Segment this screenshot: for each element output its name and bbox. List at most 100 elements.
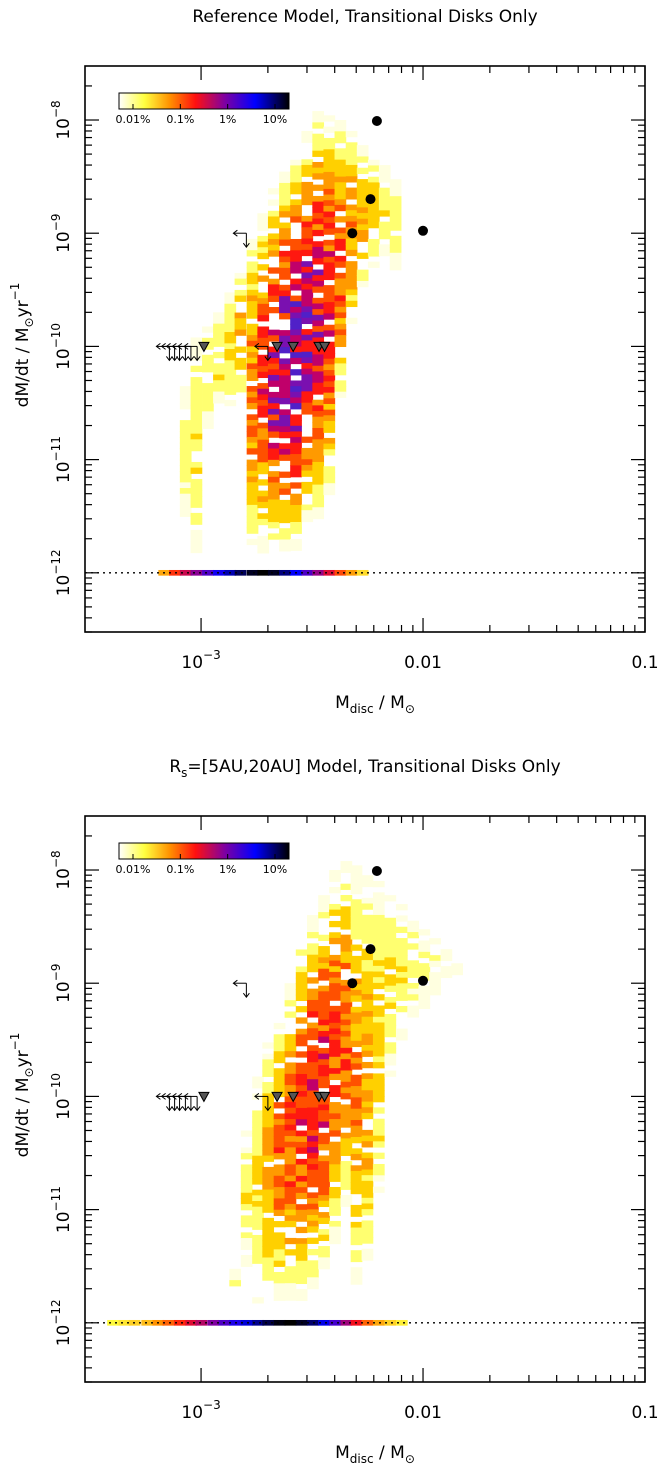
density-cell <box>335 228 347 234</box>
density-cell <box>262 1082 274 1088</box>
density-cell <box>252 1190 264 1196</box>
density-cell <box>213 369 225 375</box>
density-cell <box>351 1188 363 1194</box>
tick-base: 10 <box>54 118 74 140</box>
density-cell <box>262 1065 274 1071</box>
density-cell <box>247 465 259 471</box>
density-cell <box>191 377 203 383</box>
density-cell <box>268 488 280 494</box>
density-cell <box>301 272 313 278</box>
density-cell <box>341 895 353 901</box>
density-cell <box>301 306 313 312</box>
density-cell <box>351 1131 363 1137</box>
density-cell <box>341 1133 353 1139</box>
density-cell <box>390 258 402 264</box>
density-cell <box>312 185 324 191</box>
density-cell <box>329 1204 341 1210</box>
density-cell <box>362 1090 374 1096</box>
density-cell <box>362 960 374 966</box>
density-cell <box>384 940 396 946</box>
density-cell <box>262 1139 274 1145</box>
density-cell <box>257 400 269 406</box>
density-cell <box>191 417 203 423</box>
density-cell <box>285 1000 297 1006</box>
density-cell <box>323 189 335 195</box>
density-cell <box>191 428 203 434</box>
density-cell <box>396 995 408 1001</box>
density-cell <box>384 918 396 924</box>
density-cell <box>290 177 302 183</box>
density-cell <box>351 1279 363 1285</box>
top-panel: Reference Model, Transitional Disks Only… <box>8 7 659 716</box>
density-cell <box>213 380 225 386</box>
density-cell <box>279 240 291 246</box>
density-cell <box>229 1274 241 1280</box>
x-tick-label: 10−3 <box>181 1398 220 1423</box>
density-cell <box>323 387 335 393</box>
density-cell <box>362 875 374 881</box>
density-cell <box>323 308 335 314</box>
density-cell <box>257 462 269 468</box>
density-cell <box>384 1042 396 1048</box>
density-cell <box>323 364 335 370</box>
density-cell <box>285 1119 297 1125</box>
density-cell <box>285 1130 297 1136</box>
density-cell <box>268 290 280 296</box>
density-cell <box>323 438 335 444</box>
density-cell <box>407 989 419 995</box>
density-cell <box>329 887 341 893</box>
density-cell <box>323 330 335 336</box>
x-tick-label: 0.1 <box>631 1403 658 1423</box>
density-cell <box>312 485 324 491</box>
density-cell <box>323 444 335 450</box>
density-cell <box>268 375 280 381</box>
density-cell <box>285 1062 297 1068</box>
density-cell <box>290 414 302 420</box>
density-cell <box>312 400 324 406</box>
density-cell <box>362 988 374 994</box>
density-cell <box>335 295 347 301</box>
density-cell <box>346 272 358 278</box>
density-cell <box>301 261 313 267</box>
density-cell <box>396 1034 408 1040</box>
density-cell <box>323 393 335 399</box>
density-cell <box>224 377 236 383</box>
density-cell <box>252 1167 264 1173</box>
sun-symbol: ⊙ <box>22 1067 36 1077</box>
upper-limit-marker <box>184 1093 200 1110</box>
density-cell <box>235 290 247 296</box>
density-cell <box>341 1104 353 1110</box>
title-text: =[5AU,20AU] Model, Transitional Disks On… <box>187 757 560 777</box>
density-cell <box>235 273 247 279</box>
density-cell <box>279 409 291 415</box>
density-cell <box>279 517 291 523</box>
density-cell <box>357 168 369 174</box>
density-cell <box>341 1110 353 1116</box>
density-cell <box>357 281 369 287</box>
density-cell <box>279 234 291 240</box>
density-cell <box>262 1195 274 1201</box>
density-cell <box>318 1195 330 1201</box>
density-cell <box>285 1181 297 1187</box>
density-cell <box>307 1215 319 1221</box>
density-cell <box>329 1085 341 1091</box>
density-cell <box>318 1025 330 1031</box>
density-cell <box>357 151 369 157</box>
density-cell <box>279 545 291 551</box>
density-cell <box>274 1130 286 1136</box>
density-cell <box>307 1198 319 1204</box>
y-tick-label: 10−8 <box>49 850 74 889</box>
density-cell <box>312 173 324 179</box>
density-cell <box>257 434 269 440</box>
density-cell <box>346 278 358 284</box>
density-cell <box>296 1272 308 1278</box>
density-cell <box>335 165 347 171</box>
density-cell <box>362 1181 374 1187</box>
density-cell <box>301 380 313 386</box>
density-cell <box>262 1059 274 1065</box>
density-cell <box>301 137 313 143</box>
density-cell <box>213 324 225 330</box>
density-cell <box>257 338 269 344</box>
density-cell <box>229 1280 241 1286</box>
density-cell <box>290 352 302 358</box>
